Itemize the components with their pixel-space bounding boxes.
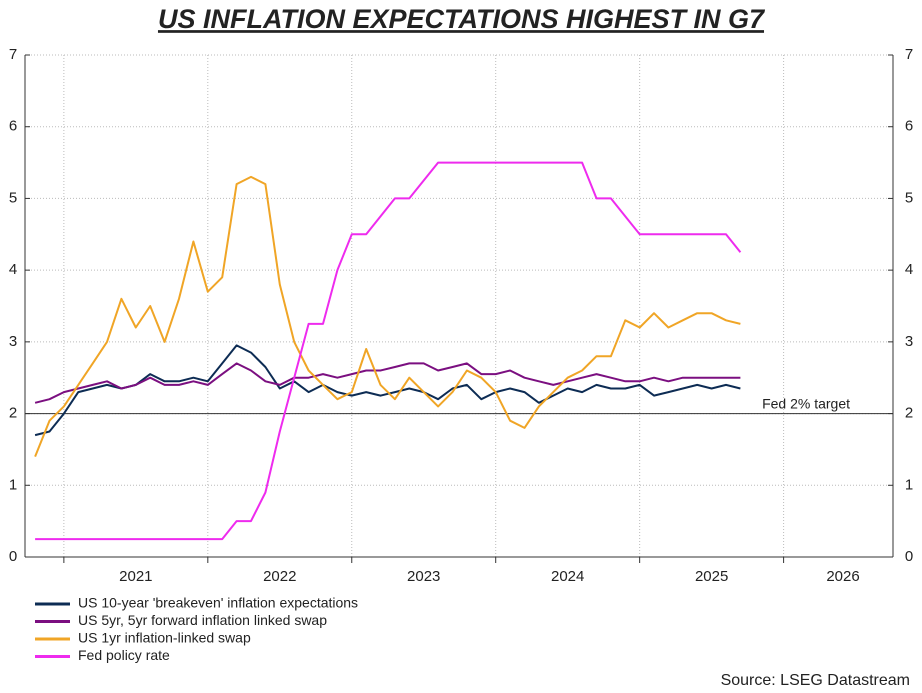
y-tick-label: 4 xyxy=(9,261,17,278)
x-tick-label: 2026 xyxy=(826,568,859,585)
y-tick-label: 2 xyxy=(9,405,17,422)
y-tick-label: 1 xyxy=(9,476,17,493)
x-tick-label: 2023 xyxy=(407,568,440,585)
y2-tick-label: 5 xyxy=(905,189,913,206)
y2-tick-label: 1 xyxy=(905,476,913,493)
y2-tick-label: 3 xyxy=(905,333,913,350)
y2-tick-label: 6 xyxy=(905,118,913,135)
x-tick-label: 2024 xyxy=(551,568,584,585)
chart-title: US INFLATION EXPECTATIONS HIGHEST IN G7 xyxy=(158,4,766,34)
series-line xyxy=(35,161,742,541)
series-line xyxy=(34,344,741,437)
legend-label: US 10-year 'breakeven' inflation expecta… xyxy=(78,595,358,611)
y-tick-label: 7 xyxy=(9,46,17,63)
x-tick-label: 2021 xyxy=(119,568,152,585)
series-line xyxy=(34,362,741,404)
legend-label: US 5yr, 5yr forward inflation linked swa… xyxy=(78,612,327,628)
legend-label: Fed policy rate xyxy=(78,647,170,663)
x-tick-label: 2025 xyxy=(695,568,728,585)
x-tick-label: 2022 xyxy=(263,568,296,585)
y-tick-label: 6 xyxy=(9,118,17,135)
y2-tick-label: 0 xyxy=(905,548,913,565)
legend-label: US 1yr inflation-linked swap xyxy=(78,630,251,646)
y2-tick-label: 2 xyxy=(905,405,913,422)
y-tick-label: 3 xyxy=(9,333,17,350)
y2-tick-label: 7 xyxy=(905,46,913,63)
y2-tick-label: 4 xyxy=(905,261,913,278)
series-line xyxy=(34,175,741,457)
y-tick-label: 0 xyxy=(9,548,17,565)
y-tick-label: 5 xyxy=(9,189,17,206)
reference-label: Fed 2% target xyxy=(762,395,850,411)
source-note: Source: LSEG Datastream xyxy=(721,672,910,689)
